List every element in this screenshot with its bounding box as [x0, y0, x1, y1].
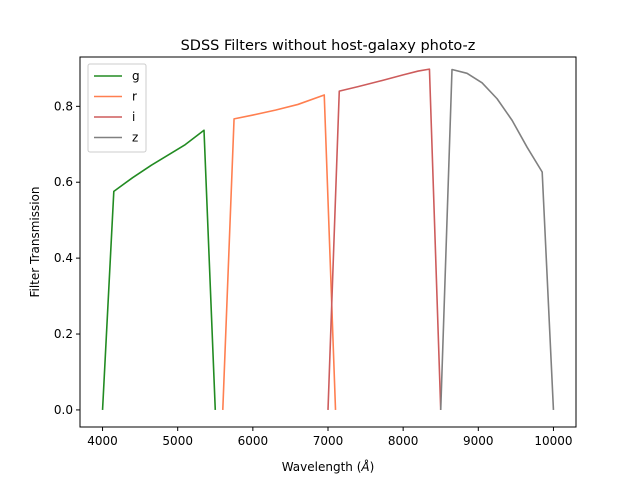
y-tick-label: 0.6	[54, 175, 73, 189]
x-tick-label: 5000	[162, 434, 193, 448]
legend-label-z: z	[132, 131, 138, 145]
legend-box	[87, 63, 147, 153]
series-line-g	[101, 129, 217, 410]
series-line-r	[221, 94, 337, 410]
legend-label-i: i	[132, 110, 135, 124]
x-tick-label: 10000	[534, 434, 572, 448]
series-line-i	[327, 68, 442, 410]
series-layer	[101, 68, 555, 410]
series-line-z	[439, 68, 555, 410]
plot-frame	[79, 56, 577, 428]
y-axis: 0.0 0.2 0.4 0.6 0.8	[54, 99, 80, 417]
x-axis: 4000 5000 6000 7000 8000 9000 10000	[87, 427, 573, 448]
chart-title: SDSS Filters without host-galaxy photo-z	[181, 38, 476, 54]
y-tick-label: 0.0	[54, 403, 73, 417]
y-tick-label: 0.8	[54, 99, 73, 113]
legend-label-g: g	[132, 69, 140, 83]
x-tick-label: 4000	[87, 434, 118, 448]
x-tick-label: 9000	[463, 434, 494, 448]
y-axis-label: Filter Transmission	[28, 186, 42, 297]
x-axis-label: Wavelength (Å)	[282, 459, 375, 474]
x-tick-label: 6000	[238, 434, 269, 448]
x-tick-label: 7000	[313, 434, 344, 448]
y-tick-label: 0.2	[54, 327, 73, 341]
legend-label-r: r	[132, 90, 137, 104]
x-tick-label: 8000	[388, 434, 419, 448]
y-tick-label: 0.4	[54, 251, 73, 265]
